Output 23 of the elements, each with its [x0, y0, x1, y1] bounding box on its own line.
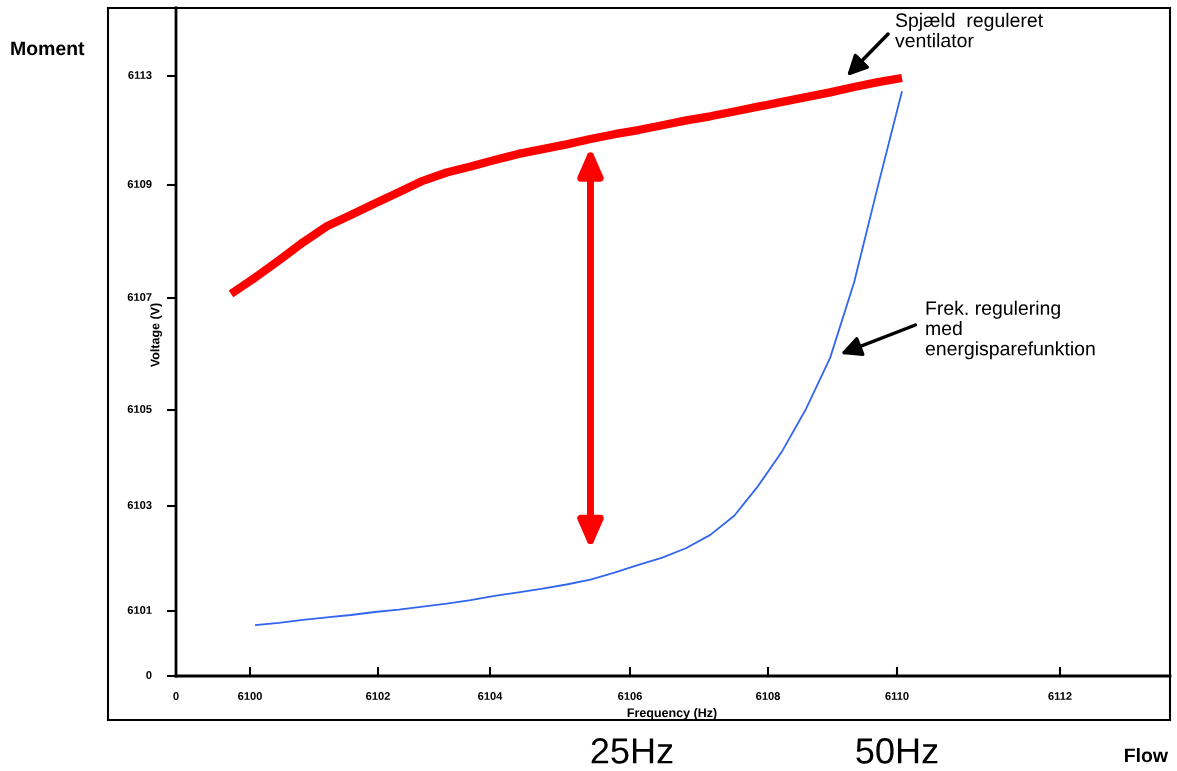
text: 6105	[127, 405, 152, 413]
text: 6104	[478, 692, 503, 700]
text: 6100	[238, 692, 262, 700]
text: 0	[146, 671, 152, 679]
text: 6110	[885, 692, 909, 700]
text: 0	[173, 692, 179, 700]
y-axis-title: Voltage (V)	[150, 303, 162, 368]
text: Flow	[1125, 747, 1169, 763]
text: 6103	[127, 501, 152, 509]
text: 6113	[128, 71, 152, 79]
text: 6106	[618, 692, 642, 700]
text: 50Hz	[856, 738, 938, 764]
text: Frek. regulering med energisparefunktion	[925, 300, 1095, 360]
text: 6101	[127, 606, 152, 614]
text: 6108	[756, 692, 781, 700]
text: 6109	[127, 180, 152, 188]
text: 6112	[1048, 692, 1072, 700]
text: 6107	[127, 293, 152, 301]
text: 6102	[366, 692, 390, 700]
text: 25Hz	[591, 738, 673, 764]
text: Spjæld reguleret ventilator	[895, 12, 1043, 48]
text: Moment	[11, 41, 85, 56]
x-axis-title: Frequency (Hz)	[627, 708, 717, 720]
